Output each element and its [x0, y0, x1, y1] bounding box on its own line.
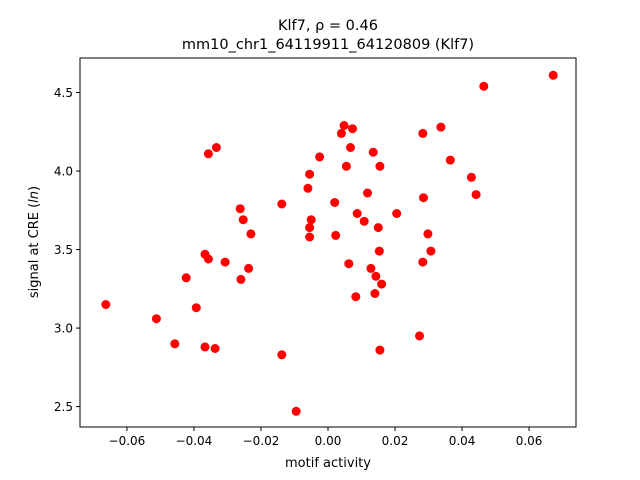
- data-point: [211, 143, 221, 152]
- y-axis-label-suffix: ): [27, 186, 42, 191]
- data-point: [352, 209, 362, 218]
- plot-area: [79, 57, 577, 428]
- data-point: [203, 149, 213, 159]
- data-point: [471, 190, 481, 200]
- data-point: [368, 147, 378, 157]
- data-point: [359, 216, 369, 226]
- data-point: [363, 188, 372, 198]
- data-point: [238, 215, 248, 225]
- x-tick-label: −0.04: [176, 434, 213, 448]
- data-point: [336, 128, 346, 138]
- data-point: [548, 70, 558, 80]
- data-point: [305, 169, 315, 179]
- data-point: [479, 81, 489, 91]
- x-tick-label: 0.04: [449, 434, 476, 448]
- data-point: [346, 143, 355, 152]
- x-tick-label: 0.00: [315, 434, 342, 448]
- data-point: [339, 121, 349, 130]
- y-axis-label-prefix: signal at CRE (: [27, 203, 42, 298]
- y-tick-label: 3.5: [54, 243, 73, 257]
- data-point: [291, 406, 301, 416]
- data-point: [377, 279, 387, 289]
- y-tick-label: 2.5: [54, 400, 73, 414]
- data-point: [445, 155, 455, 165]
- data-point: [375, 161, 385, 171]
- data-points: [101, 70, 558, 416]
- data-point: [315, 152, 325, 162]
- chart-title: Klf7, ρ = 0.46 mm10_chr1_64119911_641208…: [182, 18, 474, 53]
- data-point: [418, 128, 428, 138]
- chart-title-line2: mm10_chr1_64119911_64120809 (Klf7): [182, 37, 474, 53]
- y-axis-ticks: 2.5 3.0 3.5 4.0 4.5: [54, 86, 80, 414]
- y-axis-label-italic: ln: [27, 191, 42, 203]
- data-point: [305, 232, 315, 242]
- x-tick-label: −0.06: [109, 434, 146, 448]
- x-tick-label: 0.02: [382, 434, 409, 448]
- data-point: [101, 300, 111, 309]
- data-point: [170, 339, 180, 349]
- data-point: [348, 124, 357, 134]
- data-point: [371, 271, 381, 281]
- data-point: [235, 204, 245, 214]
- x-axis-ticks: −0.06 −0.04 −0.02 0.00 0.02 0.04 0.06: [109, 427, 543, 448]
- data-point: [210, 344, 220, 353]
- data-point: [220, 257, 230, 267]
- data-point: [277, 199, 287, 209]
- data-point: [374, 246, 384, 256]
- y-tick-label: 4.5: [54, 86, 73, 100]
- data-point: [151, 314, 161, 324]
- data-point: [426, 246, 436, 256]
- data-point: [418, 257, 428, 267]
- data-point: [236, 274, 246, 284]
- y-axis-label: signal at CRE (ln): [27, 186, 42, 298]
- data-point: [246, 229, 256, 239]
- data-point: [191, 303, 201, 313]
- y-tick-label: 4.0: [54, 165, 73, 179]
- data-point: [244, 263, 254, 273]
- x-tick-label: −0.02: [243, 434, 280, 448]
- data-point: [306, 215, 316, 225]
- data-point: [466, 172, 476, 182]
- data-point: [370, 289, 380, 298]
- x-axis-label: motif activity: [285, 456, 371, 471]
- data-point: [341, 161, 351, 171]
- x-tick-label: 0.06: [516, 434, 543, 448]
- data-point: [331, 230, 341, 240]
- data-point: [423, 229, 433, 239]
- data-point: [200, 342, 210, 352]
- data-point: [330, 198, 340, 207]
- data-point: [436, 122, 446, 132]
- chart-title-line1: Klf7, ρ = 0.46: [278, 18, 378, 34]
- data-point: [351, 292, 361, 302]
- data-point: [415, 331, 424, 341]
- data-point: [305, 223, 315, 233]
- data-point: [373, 223, 383, 233]
- data-point: [181, 273, 191, 283]
- data-point: [419, 193, 428, 203]
- data-point: [303, 183, 313, 193]
- data-point: [392, 209, 402, 218]
- y-tick-label: 3.0: [54, 322, 73, 336]
- data-point: [277, 350, 287, 360]
- data-point: [203, 254, 213, 264]
- data-point: [375, 345, 385, 355]
- data-point: [344, 259, 354, 269]
- data-point: [366, 263, 376, 273]
